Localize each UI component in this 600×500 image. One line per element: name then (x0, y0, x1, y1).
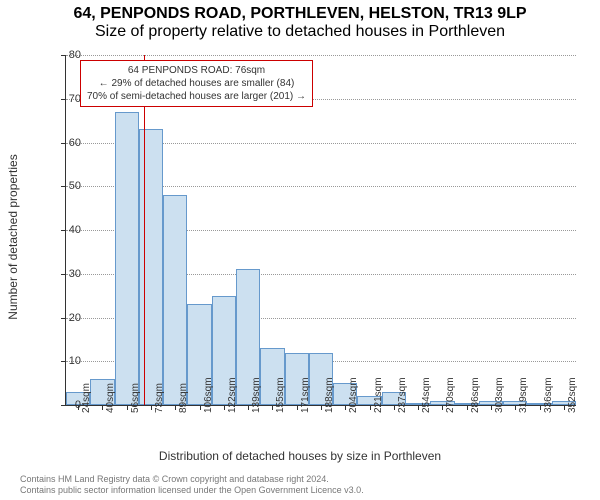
x-tick-mark (175, 405, 176, 410)
chart-subtitle: Size of property relative to detached ho… (5, 23, 595, 41)
histogram-chart: 64, PENPONDS ROAD, PORTHLEVEN, HELSTON, … (5, 5, 595, 465)
x-tick-label: 303sqm (494, 377, 505, 413)
x-tick-mark (127, 405, 128, 410)
x-tick-mark (224, 405, 225, 410)
x-tick-mark (515, 405, 516, 410)
x-tick-label: 254sqm (421, 377, 432, 413)
x-tick-mark (442, 405, 443, 410)
x-tick-mark (467, 405, 468, 410)
x-tick-label: 336sqm (543, 377, 554, 413)
x-tick-mark (394, 405, 395, 410)
y-tick-label: 70 (56, 93, 81, 105)
histogram-bar (115, 112, 139, 405)
x-tick-mark (345, 405, 346, 410)
x-tick-label: 24sqm (81, 383, 92, 413)
x-tick-label: 122sqm (227, 377, 238, 413)
annotation-line1: 64 PENPONDS ROAD: 76sqm (87, 64, 306, 77)
y-tick-label: 60 (56, 137, 81, 149)
x-tick-label: 40sqm (105, 383, 116, 413)
annotation-box: 64 PENPONDS ROAD: 76sqm← 29% of detached… (80, 60, 313, 107)
x-tick-label: 139sqm (251, 377, 262, 413)
x-tick-label: 171sqm (300, 377, 311, 413)
x-axis-label: Distribution of detached houses by size … (5, 449, 595, 463)
x-tick-label: 155sqm (275, 377, 286, 413)
plot-area: 24sqm40sqm56sqm73sqm89sqm106sqm122sqm139… (65, 55, 576, 406)
copyright-footer: Contains HM Land Registry data © Crown c… (20, 474, 364, 496)
x-tick-mark (151, 405, 152, 410)
x-tick-label: 319sqm (518, 377, 529, 413)
x-tick-label: 56sqm (130, 383, 141, 413)
histogram-bar (163, 195, 187, 405)
x-tick-label: 204sqm (348, 377, 359, 413)
x-tick-mark (321, 405, 322, 410)
y-tick-label: 20 (56, 312, 81, 324)
x-tick-label: 221sqm (373, 377, 384, 413)
x-tick-mark (297, 405, 298, 410)
x-tick-mark (248, 405, 249, 410)
x-tick-label: 188sqm (324, 377, 335, 413)
annotation-line2: ← 29% of detached houses are smaller (84… (87, 77, 306, 90)
x-tick-label: 286sqm (470, 377, 481, 413)
chart-title-address: 64, PENPONDS ROAD, PORTHLEVEN, HELSTON, … (5, 5, 595, 23)
y-tick-label: 40 (56, 224, 81, 236)
y-tick-label: 50 (56, 180, 81, 192)
annotation-line3: 70% of semi-detached houses are larger (… (87, 90, 306, 103)
x-tick-mark (564, 405, 565, 410)
x-tick-mark (102, 405, 103, 410)
x-tick-mark (370, 405, 371, 410)
x-tick-label: 270sqm (445, 377, 456, 413)
x-tick-label: 73sqm (154, 383, 165, 413)
histogram-bar (139, 129, 163, 405)
x-tick-mark (200, 405, 201, 410)
x-tick-label: 352sqm (567, 377, 578, 413)
property-marker-line (144, 55, 145, 405)
x-tick-label: 106sqm (203, 377, 214, 413)
grid-line (66, 55, 576, 56)
y-tick-label: 30 (56, 268, 81, 280)
x-tick-mark (491, 405, 492, 410)
x-tick-label: 237sqm (397, 377, 408, 413)
y-tick-label: 80 (56, 49, 81, 61)
x-tick-mark (540, 405, 541, 410)
x-tick-label: 89sqm (178, 383, 189, 413)
y-tick-label: 0 (56, 399, 81, 411)
footer-line1: Contains HM Land Registry data © Crown c… (20, 474, 364, 485)
y-tick-label: 10 (56, 355, 81, 367)
x-tick-mark (418, 405, 419, 410)
x-tick-mark (272, 405, 273, 410)
footer-line2: Contains public sector information licen… (20, 485, 364, 496)
